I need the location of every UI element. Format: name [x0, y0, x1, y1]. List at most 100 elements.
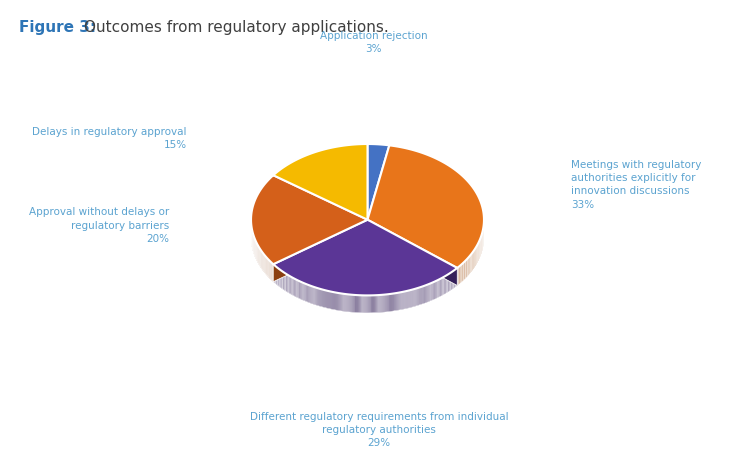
Polygon shape: [355, 295, 356, 312]
Polygon shape: [432, 282, 433, 300]
Polygon shape: [447, 274, 448, 292]
Polygon shape: [350, 295, 352, 312]
Polygon shape: [437, 280, 438, 298]
Polygon shape: [419, 287, 420, 305]
Polygon shape: [346, 294, 347, 312]
Polygon shape: [293, 278, 294, 296]
Polygon shape: [420, 287, 421, 305]
Polygon shape: [285, 273, 286, 291]
Polygon shape: [273, 144, 368, 220]
Polygon shape: [328, 291, 330, 309]
Polygon shape: [359, 295, 360, 313]
Polygon shape: [414, 289, 416, 306]
Polygon shape: [312, 286, 314, 304]
Polygon shape: [347, 294, 349, 312]
Polygon shape: [334, 292, 335, 310]
Polygon shape: [385, 294, 386, 312]
Polygon shape: [387, 294, 388, 312]
Polygon shape: [273, 220, 458, 295]
Polygon shape: [424, 285, 426, 303]
Polygon shape: [327, 291, 328, 308]
Polygon shape: [344, 294, 345, 311]
Polygon shape: [443, 277, 444, 295]
Polygon shape: [402, 292, 404, 310]
Polygon shape: [302, 283, 303, 300]
Polygon shape: [393, 293, 394, 311]
Polygon shape: [363, 295, 364, 313]
Polygon shape: [369, 295, 370, 313]
Polygon shape: [295, 279, 296, 297]
Polygon shape: [301, 282, 302, 300]
Polygon shape: [326, 290, 327, 308]
Polygon shape: [427, 284, 428, 302]
Polygon shape: [305, 284, 306, 302]
Polygon shape: [364, 295, 365, 313]
Polygon shape: [286, 274, 287, 292]
Polygon shape: [325, 290, 326, 308]
Polygon shape: [273, 220, 368, 282]
Polygon shape: [394, 293, 395, 311]
Polygon shape: [297, 280, 298, 298]
Polygon shape: [423, 286, 424, 304]
Polygon shape: [319, 288, 320, 306]
Polygon shape: [337, 293, 338, 310]
Polygon shape: [288, 275, 289, 293]
Polygon shape: [377, 295, 378, 313]
Polygon shape: [349, 294, 350, 312]
Polygon shape: [365, 295, 367, 313]
Polygon shape: [323, 290, 324, 307]
Polygon shape: [404, 291, 405, 309]
Polygon shape: [396, 293, 397, 310]
Polygon shape: [382, 295, 383, 312]
Polygon shape: [291, 277, 292, 295]
Polygon shape: [370, 295, 372, 313]
Polygon shape: [298, 281, 300, 299]
Text: Different regulatory requirements from individual
regulatory authorities
29%: Different regulatory requirements from i…: [250, 412, 508, 448]
Polygon shape: [342, 293, 344, 311]
Polygon shape: [458, 267, 459, 285]
Polygon shape: [362, 295, 363, 313]
Polygon shape: [321, 289, 322, 307]
Polygon shape: [368, 144, 389, 220]
Polygon shape: [438, 279, 439, 297]
Polygon shape: [391, 294, 392, 311]
Polygon shape: [448, 274, 449, 292]
Polygon shape: [378, 295, 380, 313]
Polygon shape: [436, 280, 437, 298]
Polygon shape: [315, 288, 316, 305]
Polygon shape: [416, 288, 417, 306]
Polygon shape: [296, 279, 297, 297]
Polygon shape: [304, 283, 305, 301]
Polygon shape: [341, 293, 342, 311]
Polygon shape: [417, 288, 418, 306]
Polygon shape: [324, 290, 325, 308]
Polygon shape: [290, 276, 291, 294]
Polygon shape: [303, 283, 304, 301]
Polygon shape: [335, 292, 336, 310]
Polygon shape: [320, 289, 321, 306]
Text: Meetings with regulatory
authorities explicitly for
innovation discussions
33%: Meetings with regulatory authorities exp…: [572, 160, 702, 210]
Text: Delays in regulatory approval
15%: Delays in regulatory approval 15%: [32, 126, 187, 150]
Polygon shape: [408, 290, 410, 308]
Polygon shape: [368, 220, 458, 285]
Polygon shape: [251, 175, 368, 264]
Polygon shape: [314, 287, 315, 305]
Polygon shape: [368, 295, 369, 313]
Polygon shape: [426, 285, 427, 303]
Polygon shape: [445, 276, 446, 294]
Polygon shape: [333, 292, 334, 310]
Polygon shape: [431, 283, 432, 301]
Polygon shape: [310, 286, 311, 303]
Polygon shape: [433, 282, 434, 299]
Polygon shape: [336, 292, 337, 310]
Polygon shape: [330, 291, 331, 309]
Polygon shape: [339, 293, 340, 311]
Polygon shape: [289, 275, 290, 293]
Polygon shape: [405, 291, 406, 309]
Polygon shape: [375, 295, 376, 313]
Text: Approval without delays or
regulatory barriers
20%: Approval without delays or regulatory ba…: [29, 207, 170, 244]
Polygon shape: [316, 288, 317, 306]
Polygon shape: [322, 289, 323, 307]
Polygon shape: [357, 295, 358, 313]
Polygon shape: [300, 281, 301, 299]
